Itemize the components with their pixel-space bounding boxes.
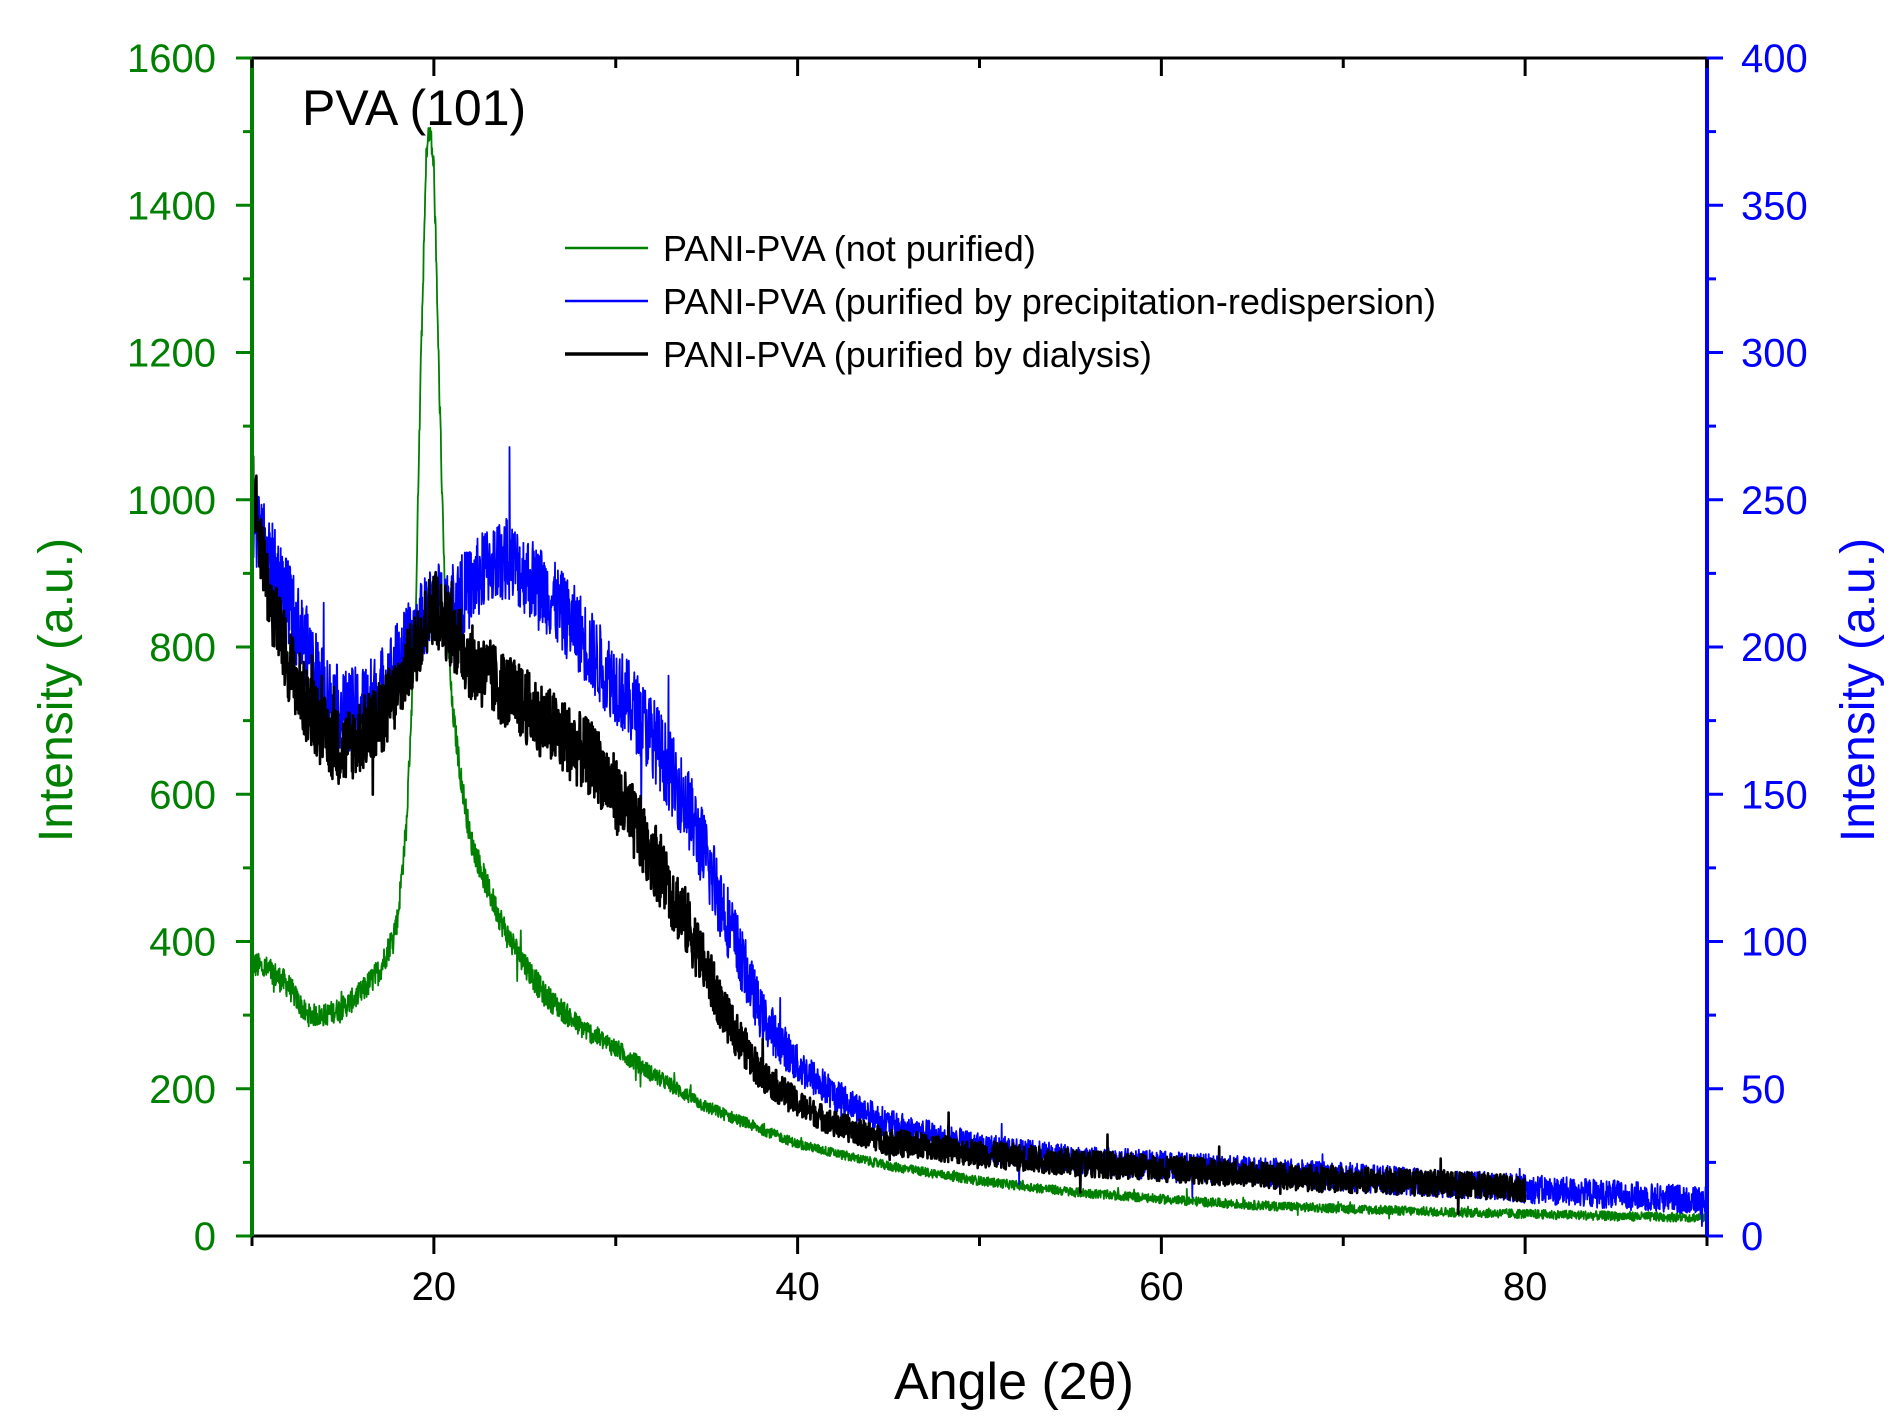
axes-layer: 20 40 60 8002004006008001000120014001600050…: [127, 37, 1808, 1309]
y-right-tick-label: 250: [1741, 479, 1808, 523]
legend: PANI-PVA (not purified) PANI-PVA (purifie…: [565, 228, 1436, 375]
y-left-tick-label: 600: [149, 773, 216, 817]
y-right-tick-label: 50: [1741, 1068, 1786, 1112]
x-tick-label: 20: [412, 1265, 457, 1309]
y-left-tick-label: 800: [149, 626, 216, 670]
y-right-tick-label: 200: [1741, 626, 1808, 670]
x-tick-label: 60: [1139, 1265, 1184, 1309]
y-axis-right-label: Intensity (a.u.): [1832, 538, 1885, 842]
y-left-tick-label: 400: [149, 921, 216, 965]
y-left-tick-label: 200: [149, 1068, 216, 1112]
legend-label-3: PANI-PVA (purified by dialysis): [663, 334, 1152, 375]
y-right-tick-label: 300: [1741, 332, 1808, 376]
y-left-tick-label: 1200: [127, 332, 216, 376]
series-line-1: [251, 126, 1708, 1223]
x-tick-label: 80: [1503, 1265, 1548, 1309]
y-left-tick-label: 0: [194, 1215, 216, 1259]
legend-label-2: PANI-PVA (purified by precipitation-redi…: [663, 281, 1436, 322]
legend-label-1: PANI-PVA (not purified): [663, 228, 1036, 269]
y-right-tick-label: 400: [1741, 37, 1808, 81]
y-right-tick-label: 350: [1741, 184, 1808, 228]
x-tick-label: 40: [775, 1265, 820, 1309]
y-right-tick-label: 0: [1741, 1215, 1763, 1259]
y-right-tick-label: 100: [1741, 921, 1808, 965]
y-left-tick-label: 1000: [127, 479, 216, 523]
series-line-3: [250, 455, 1527, 1216]
y-axis-left-label: Intensity (a.u.): [30, 538, 83, 842]
y-left-tick-label: 1600: [127, 37, 216, 81]
series-layer: [250, 126, 1708, 1227]
y-left-tick-label: 1400: [127, 184, 216, 228]
y-right-tick-label: 150: [1741, 773, 1808, 817]
peak-annotation: PVA (101): [302, 80, 526, 136]
x-axis-label: Angle (2θ): [894, 1353, 1134, 1411]
